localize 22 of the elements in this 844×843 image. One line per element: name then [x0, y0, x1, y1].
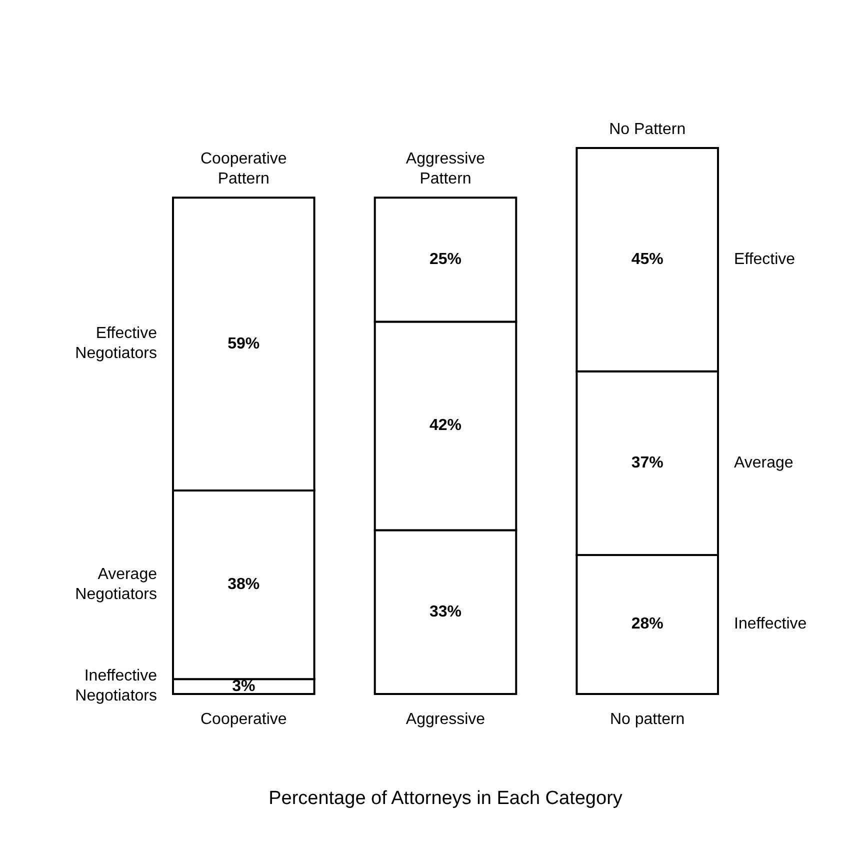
data-label: 25%: [429, 250, 462, 268]
data-label: 3%: [232, 678, 256, 695]
annotation: Aggressive Pattern: [406, 150, 486, 188]
annotation: Effective: [734, 250, 796, 268]
series-label: Ineffective Negotiators: [75, 668, 158, 705]
annotation: Ineffective: [734, 616, 807, 633]
data-label: 33%: [429, 603, 462, 620]
series-label: Effective Negotiators: [75, 325, 158, 362]
data-label: 28%: [631, 616, 664, 633]
data-label: 42%: [429, 417, 462, 434]
data-label: 59%: [228, 335, 260, 352]
x-tick-label: Aggressive: [406, 711, 486, 728]
data-label: 45%: [631, 250, 664, 268]
annotation: Cooperative Pattern: [200, 150, 287, 188]
x-tick-label: No pattern: [610, 711, 685, 728]
data-label: 37%: [631, 454, 664, 472]
annotation: Average: [734, 454, 794, 472]
annotation: No Pattern: [609, 121, 686, 138]
data-label: 38%: [228, 576, 260, 594]
x-tick-label: Cooperative: [200, 711, 287, 728]
x-axis-title: Percentage of Attorneys in Each Category: [268, 788, 623, 809]
series-label: Average Negotiators: [75, 566, 158, 604]
